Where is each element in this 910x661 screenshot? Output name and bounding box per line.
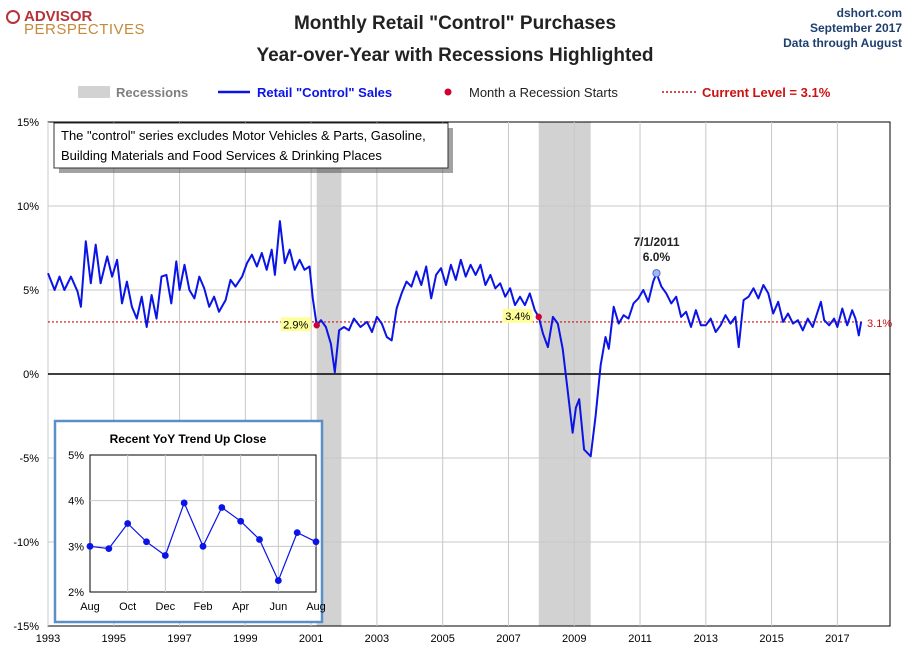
peak-dot xyxy=(652,269,661,278)
inset-chart: Recent YoY Trend Up Close 5% 4% 3% 2% Aug Oct… xyxy=(53,419,326,624)
series-line xyxy=(47,220,863,458)
callout-bg xyxy=(280,317,311,332)
logo-line1: ADVISOR xyxy=(24,8,93,25)
inset-y-tick-label: 2% xyxy=(68,587,84,599)
inset-point xyxy=(256,536,263,543)
source-site: dshort.com xyxy=(837,6,902,20)
x-tick-label: 2003 xyxy=(365,633,389,645)
inset-x-tick-label: Dec xyxy=(156,601,176,613)
y-tick-label: 0% xyxy=(23,369,39,381)
legend-series: Retail "Control" Sales xyxy=(257,85,392,100)
inset-x-tick-label: Aug xyxy=(306,601,326,613)
x-tick-label: 2001 xyxy=(299,633,323,645)
recession-start-label: 2.9% xyxy=(283,319,308,331)
peak-value-label: 6.0% xyxy=(643,250,671,264)
legend-start-dot xyxy=(444,88,452,96)
inset-x-tick-label: Oct xyxy=(119,601,136,613)
x-tick-label: 2013 xyxy=(694,633,718,645)
recession-start-dot xyxy=(535,313,542,321)
inset-y-tick-label: 3% xyxy=(68,541,84,553)
chart-title: Monthly Retail "Control" Purchases xyxy=(294,13,616,34)
current-level-label: 3.1% xyxy=(867,318,892,330)
inset-y-tick-label: 4% xyxy=(68,496,84,508)
legend-recessions: Recessions xyxy=(116,85,188,100)
note-line1: The "control" series excludes Motor Vehi… xyxy=(61,128,426,143)
x-tick-label: 2007 xyxy=(496,633,520,645)
y-tick-label: 5% xyxy=(23,285,39,297)
inset-point xyxy=(218,504,226,511)
inset-point xyxy=(237,517,245,525)
callout-bg xyxy=(502,308,533,323)
recession-start-dot xyxy=(313,322,320,329)
recession-start-label: 3.4% xyxy=(505,311,530,323)
y-tick-label: -5% xyxy=(19,453,39,465)
x-tick-label: 1995 xyxy=(102,633,126,645)
inset-point xyxy=(143,538,150,546)
inset-point xyxy=(180,499,188,507)
logo: ADVISOR PERSPECTIVES xyxy=(6,8,145,38)
legend-current-level: Current Level = 3.1% xyxy=(702,85,831,100)
y-tick-label: -15% xyxy=(13,621,39,633)
inset-title: Recent YoY Trend Up Close xyxy=(110,432,267,446)
x-tick-label: 1993 xyxy=(36,633,60,645)
x-tick-label: 2015 xyxy=(759,633,783,645)
inset-point xyxy=(274,577,282,584)
source-data-through: Data through August xyxy=(783,36,902,50)
x-tick-label: 2005 xyxy=(430,633,454,645)
note-line2: Building Materials and Food Services & D… xyxy=(61,148,382,163)
legend: Recessions Retail "Control" Sales Month … xyxy=(78,85,831,100)
inset-x-tick-label: Aug xyxy=(80,601,100,613)
inset-point xyxy=(199,542,207,550)
peak-date-label: 7/1/2011 xyxy=(633,235,679,249)
y-tick-label: 10% xyxy=(17,201,39,213)
inset-x-tick-label: Apr xyxy=(232,601,249,613)
inset-point xyxy=(293,529,301,537)
note-box: The "control" series excludes Motor Vehi… xyxy=(53,122,453,173)
logo-line2: PERSPECTIVES xyxy=(24,21,145,38)
inset-x-tick-label: Feb xyxy=(194,601,213,613)
inset-point xyxy=(124,520,132,527)
source-date: September 2017 xyxy=(810,21,902,35)
inset-y-tick-label: 5% xyxy=(68,450,84,462)
y-tick-label: 15% xyxy=(17,117,39,129)
inset-point xyxy=(161,552,169,559)
x-tick-label: 1997 xyxy=(167,633,191,645)
x-tick-label: 2009 xyxy=(562,633,586,645)
legend-recession-start: Month a Recession Starts xyxy=(469,85,618,100)
inset-point xyxy=(312,538,320,546)
legend-recession-swatch xyxy=(78,86,110,98)
y-tick-label: -10% xyxy=(13,537,39,549)
inset-point xyxy=(105,545,113,553)
note-frame xyxy=(53,122,449,169)
inset-point xyxy=(86,542,94,550)
x-tick-label: 1999 xyxy=(233,633,257,645)
x-tick-label: 2011 xyxy=(628,633,652,645)
logo-mark-icon xyxy=(6,10,20,24)
inset-x-tick-label: Jun xyxy=(269,601,287,613)
chart-subtitle: Year-over-Year with Recessions Highlight… xyxy=(256,45,653,66)
x-tick-label: 2017 xyxy=(825,633,849,645)
